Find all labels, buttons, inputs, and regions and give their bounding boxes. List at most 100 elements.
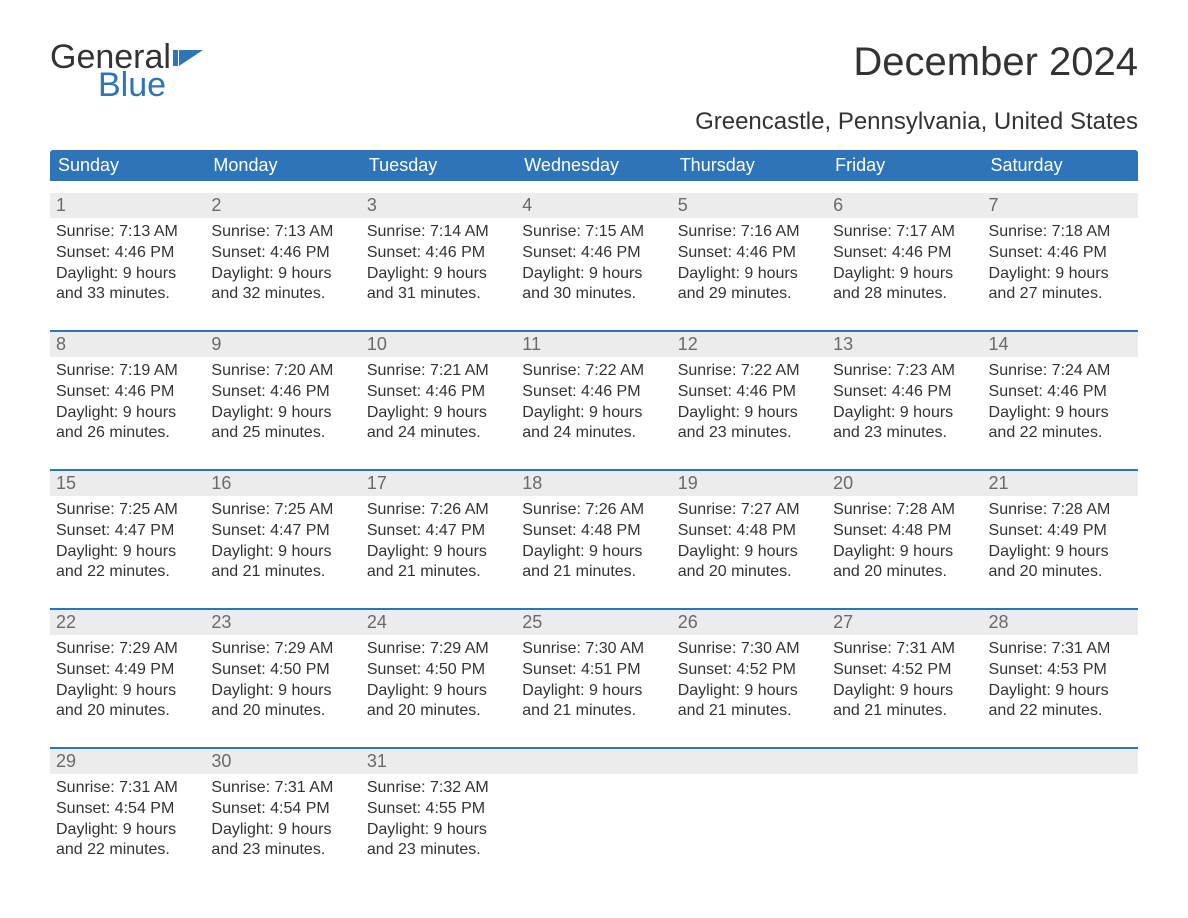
day-cell: Sunrise: 7:13 AMSunset: 4:46 PMDaylight:… (50, 218, 205, 318)
day-line-sr: Sunrise: 7:25 AM (211, 500, 354, 521)
day-line-sr: Sunrise: 7:14 AM (367, 222, 510, 243)
day-number: 7 (983, 193, 1138, 218)
day-line-d1: Daylight: 9 hours (522, 403, 665, 424)
day-cell: Sunrise: 7:26 AMSunset: 4:48 PMDaylight:… (516, 496, 671, 596)
day-number (983, 749, 1138, 774)
day-line-d2: and 26 minutes. (56, 423, 199, 444)
day-cell: Sunrise: 7:29 AMSunset: 4:50 PMDaylight:… (205, 635, 360, 735)
day-line-d2: and 23 minutes. (367, 840, 510, 861)
day-number: 26 (672, 610, 827, 635)
day-line-ss: Sunset: 4:47 PM (367, 521, 510, 542)
day-cell: Sunrise: 7:26 AMSunset: 4:47 PMDaylight:… (361, 496, 516, 596)
day-line-d2: and 22 minutes. (56, 840, 199, 861)
day-number: 31 (361, 749, 516, 774)
day-cell: Sunrise: 7:17 AMSunset: 4:46 PMDaylight:… (827, 218, 982, 318)
day-line-ss: Sunset: 4:52 PM (833, 660, 976, 681)
day-number (827, 749, 982, 774)
day-number-row: 15161718192021 (50, 471, 1138, 496)
day-cell: Sunrise: 7:27 AMSunset: 4:48 PMDaylight:… (672, 496, 827, 596)
day-line-d1: Daylight: 9 hours (56, 820, 199, 841)
week-block: 293031Sunrise: 7:31 AMSunset: 4:54 PMDay… (50, 747, 1138, 874)
day-line-d1: Daylight: 9 hours (678, 403, 821, 424)
day-content-row: Sunrise: 7:25 AMSunset: 4:47 PMDaylight:… (50, 496, 1138, 596)
day-line-ss: Sunset: 4:54 PM (211, 799, 354, 820)
day-line-d1: Daylight: 9 hours (989, 681, 1132, 702)
day-number: 12 (672, 332, 827, 357)
day-number: 8 (50, 332, 205, 357)
day-line-d2: and 33 minutes. (56, 284, 199, 305)
day-line-ss: Sunset: 4:46 PM (678, 243, 821, 264)
day-line-d1: Daylight: 9 hours (989, 542, 1132, 563)
day-number: 11 (516, 332, 671, 357)
day-line-d1: Daylight: 9 hours (367, 264, 510, 285)
day-line-d1: Daylight: 9 hours (678, 542, 821, 563)
day-line-d1: Daylight: 9 hours (833, 264, 976, 285)
day-cell (827, 774, 982, 874)
day-line-ss: Sunset: 4:49 PM (56, 660, 199, 681)
day-line-d2: and 23 minutes. (678, 423, 821, 444)
day-line-d1: Daylight: 9 hours (989, 264, 1132, 285)
day-line-d2: and 21 minutes. (678, 701, 821, 722)
day-cell (983, 774, 1138, 874)
day-number: 18 (516, 471, 671, 496)
day-cell: Sunrise: 7:22 AMSunset: 4:46 PMDaylight:… (516, 357, 671, 457)
day-number: 5 (672, 193, 827, 218)
day-cell: Sunrise: 7:28 AMSunset: 4:48 PMDaylight:… (827, 496, 982, 596)
day-line-sr: Sunrise: 7:15 AM (522, 222, 665, 243)
day-content-row: Sunrise: 7:13 AMSunset: 4:46 PMDaylight:… (50, 218, 1138, 318)
day-number: 10 (361, 332, 516, 357)
day-line-ss: Sunset: 4:46 PM (367, 243, 510, 264)
day-line-ss: Sunset: 4:48 PM (522, 521, 665, 542)
day-line-d1: Daylight: 9 hours (56, 542, 199, 563)
day-cell: Sunrise: 7:31 AMSunset: 4:52 PMDaylight:… (827, 635, 982, 735)
day-number-row: 891011121314 (50, 332, 1138, 357)
day-line-d1: Daylight: 9 hours (367, 820, 510, 841)
location-subtitle: Greencastle, Pennsylvania, United States (50, 108, 1138, 136)
day-line-sr: Sunrise: 7:31 AM (56, 778, 199, 799)
day-cell: Sunrise: 7:21 AMSunset: 4:46 PMDaylight:… (361, 357, 516, 457)
day-line-sr: Sunrise: 7:31 AM (211, 778, 354, 799)
day-line-sr: Sunrise: 7:26 AM (522, 500, 665, 521)
day-number: 25 (516, 610, 671, 635)
day-line-sr: Sunrise: 7:30 AM (522, 639, 665, 660)
day-number: 14 (983, 332, 1138, 357)
day-line-d1: Daylight: 9 hours (833, 542, 976, 563)
day-line-ss: Sunset: 4:48 PM (678, 521, 821, 542)
day-number: 16 (205, 471, 360, 496)
page-title: December 2024 (853, 40, 1138, 85)
day-cell: Sunrise: 7:28 AMSunset: 4:49 PMDaylight:… (983, 496, 1138, 596)
day-line-d2: and 24 minutes. (367, 423, 510, 444)
day-cell (516, 774, 671, 874)
day-number (672, 749, 827, 774)
header: General Blue December 2024 (50, 40, 1138, 102)
day-cell: Sunrise: 7:25 AMSunset: 4:47 PMDaylight:… (205, 496, 360, 596)
day-line-d1: Daylight: 9 hours (678, 264, 821, 285)
day-line-ss: Sunset: 4:46 PM (56, 382, 199, 403)
day-cell: Sunrise: 7:19 AMSunset: 4:46 PMDaylight:… (50, 357, 205, 457)
day-line-sr: Sunrise: 7:22 AM (678, 361, 821, 382)
day-number: 27 (827, 610, 982, 635)
weekday-header: Sunday (50, 150, 205, 181)
day-number: 9 (205, 332, 360, 357)
day-cell: Sunrise: 7:30 AMSunset: 4:52 PMDaylight:… (672, 635, 827, 735)
day-line-sr: Sunrise: 7:29 AM (367, 639, 510, 660)
day-number: 17 (361, 471, 516, 496)
day-number: 20 (827, 471, 982, 496)
logo: General Blue (50, 40, 207, 102)
day-line-d2: and 22 minutes. (989, 701, 1132, 722)
day-line-d1: Daylight: 9 hours (367, 542, 510, 563)
day-line-sr: Sunrise: 7:24 AM (989, 361, 1132, 382)
day-number-row: 1234567 (50, 193, 1138, 218)
day-line-ss: Sunset: 4:46 PM (522, 243, 665, 264)
day-number: 21 (983, 471, 1138, 496)
day-number: 13 (827, 332, 982, 357)
day-line-sr: Sunrise: 7:29 AM (56, 639, 199, 660)
day-number: 3 (361, 193, 516, 218)
week-block: 15161718192021Sunrise: 7:25 AMSunset: 4:… (50, 469, 1138, 596)
day-line-d1: Daylight: 9 hours (522, 681, 665, 702)
day-number: 22 (50, 610, 205, 635)
day-cell: Sunrise: 7:30 AMSunset: 4:51 PMDaylight:… (516, 635, 671, 735)
day-line-d2: and 32 minutes. (211, 284, 354, 305)
day-line-d2: and 20 minutes. (989, 562, 1132, 583)
day-number: 2 (205, 193, 360, 218)
